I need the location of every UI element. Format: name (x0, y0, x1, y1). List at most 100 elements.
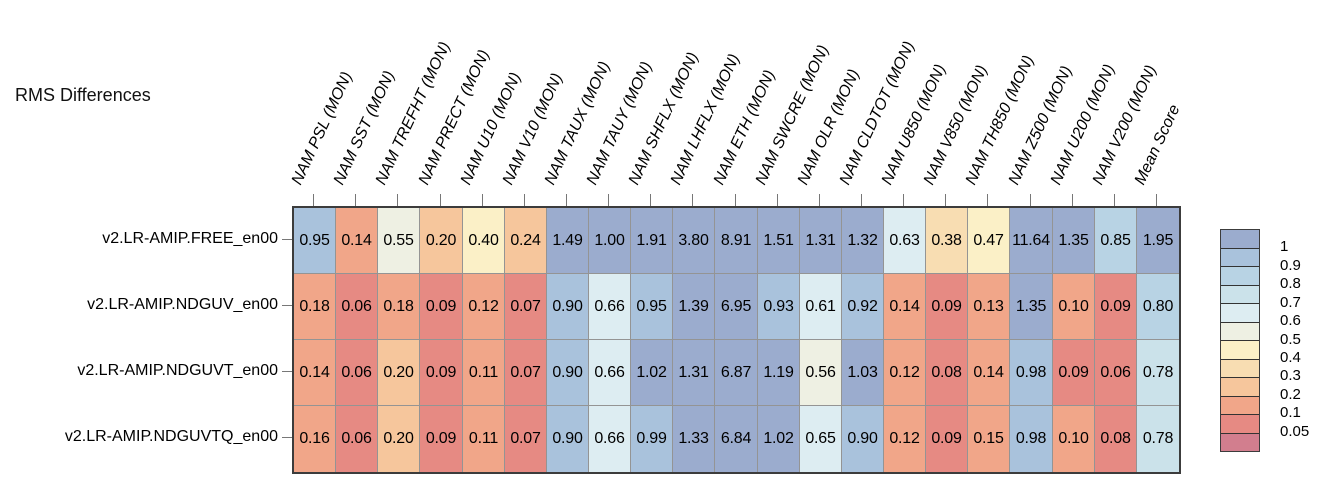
colorbar-segment (1221, 414, 1259, 433)
column-tick (1114, 194, 1115, 206)
heatmap-cell: 0.98 (1010, 340, 1053, 406)
heatmap-cell: 0.93 (758, 274, 800, 340)
column-tick (524, 194, 525, 206)
heatmap-cell: 0.07 (505, 274, 547, 340)
heatmap-cell: 0.09 (1053, 340, 1095, 406)
heatmap-cell: 0.08 (1095, 406, 1137, 472)
heatmap-cell: 0.07 (505, 406, 547, 472)
heatmap-cell: 6.95 (715, 274, 758, 340)
heatmap-cell: 0.09 (420, 406, 463, 472)
column-tick (1072, 194, 1073, 206)
heatmap-cell: 1.33 (673, 406, 715, 472)
heatmap-cell: 0.14 (968, 340, 1010, 406)
colorbar-segment (1221, 321, 1259, 340)
column-tick (482, 194, 483, 206)
heatmap-cell: 0.85 (1095, 208, 1137, 274)
heatmap-cell: 0.11 (463, 340, 505, 406)
column-tick (735, 194, 736, 206)
colorbar-tick-label: 0.3 (1280, 367, 1301, 384)
heatmap-cell: 1.02 (758, 406, 800, 472)
colorbar-tick-label: 0.1 (1280, 404, 1301, 421)
heatmap-cell: 1.91 (631, 208, 673, 274)
heatmap-cell: 0.18 (378, 274, 420, 340)
row-tick (282, 437, 292, 438)
colorbar-tick-label: 0.7 (1280, 294, 1301, 311)
column-tick (1156, 194, 1157, 206)
heatmap-cell: 8.91 (715, 208, 758, 274)
colorbar-segment (1221, 395, 1259, 414)
heatmap-cell: 6.84 (715, 406, 758, 472)
colorbar-segment (1221, 377, 1259, 396)
heatmap-cell: 0.95 (631, 274, 673, 340)
colorbar-tick-label: 1 (1280, 238, 1289, 255)
colorbar-segment (1221, 358, 1259, 377)
column-tick (397, 194, 398, 206)
heatmap-cell: 0.20 (420, 208, 463, 274)
colorbar-tick-label: 0.6 (1280, 312, 1301, 329)
colorbar-tick-label: 0.8 (1280, 275, 1301, 292)
heatmap-cell: 0.10 (1053, 274, 1095, 340)
heatmap-cell: 1.00 (589, 208, 631, 274)
column-tick (1030, 194, 1031, 206)
heatmap-cell: 0.40 (463, 208, 505, 274)
heatmap-cell: 0.09 (420, 340, 463, 406)
heatmap-grid: 0.95 0.14 0.55 0.20 0.40 0.24 1.49 1.00 1.91 3.80… (292, 206, 1181, 474)
heatmap-cell: 0.24 (505, 208, 547, 274)
heatmap-cell: 0.14 (884, 274, 926, 340)
heatmap-cell: 0.20 (378, 340, 420, 406)
heatmap-cell: 0.06 (1095, 340, 1137, 406)
heatmap-cell: 0.16 (294, 406, 336, 472)
heatmap-cell: 0.98 (1010, 406, 1053, 472)
column-tick (566, 194, 567, 206)
heatmap-cell: 0.09 (926, 406, 968, 472)
colorbar-tick-label: 0.05 (1280, 423, 1310, 440)
heatmap-cell: 3.80 (673, 208, 715, 274)
heatmap-cell: 0.12 (463, 274, 505, 340)
row-tick (282, 239, 292, 240)
heatmap-cell: 1.03 (842, 340, 884, 406)
column-tick (355, 194, 356, 206)
heatmap-cell: 1.95 (1137, 208, 1179, 274)
heatmap-cell: 0.06 (336, 274, 378, 340)
heatmap-cell: 0.14 (336, 208, 378, 274)
heatmap-cell: 1.39 (673, 274, 715, 340)
heatmap-cell: 0.07 (505, 340, 547, 406)
heatmap-cell: 1.35 (1053, 208, 1095, 274)
row-label: v2.LR-AMIP.NDGUV_en00 (87, 296, 278, 313)
heatmap-cell: 0.15 (968, 406, 1010, 472)
heatmap-cell: 0.66 (589, 274, 631, 340)
heatmap-cell: 0.95 (294, 208, 336, 274)
heatmap-cell: 0.11 (463, 406, 505, 472)
heatmap-cell: 0.09 (420, 274, 463, 340)
colorbar-segment (1221, 266, 1259, 285)
heatmap-cell: 6.87 (715, 340, 758, 406)
heatmap-cell: 0.56 (800, 340, 842, 406)
row-tick (282, 305, 292, 306)
heatmap-cell: 0.38 (926, 208, 968, 274)
column-tick (819, 194, 820, 206)
colorbar-segment (1221, 432, 1259, 451)
col-label: NAM CLDTOT (MON) (836, 38, 919, 188)
heatmap-cell: 11.64 (1010, 208, 1053, 274)
heatmap-cell: 1.02 (631, 340, 673, 406)
heatmap-cell: 0.18 (294, 274, 336, 340)
heatmap-cell: 1.49 (547, 208, 589, 274)
column-tick (440, 194, 441, 206)
heatmap-cell: 0.14 (294, 340, 336, 406)
row-tick (282, 371, 292, 372)
heatmap-cell: 0.12 (884, 406, 926, 472)
heatmap-cell: 0.20 (378, 406, 420, 472)
column-tick (903, 194, 904, 206)
heatmap-cell: 1.31 (800, 208, 842, 274)
heatmap-cell: 0.10 (1053, 406, 1095, 472)
column-tick (608, 194, 609, 206)
column-tick (650, 194, 651, 206)
column-tick (945, 194, 946, 206)
colorbar-segment (1221, 230, 1259, 248)
row-label: v2.LR-AMIP.FREE_en00 (102, 230, 278, 247)
heatmap-cell: 0.90 (547, 406, 589, 472)
column-tick (777, 194, 778, 206)
column-tick (861, 194, 862, 206)
heatmap-cell: 0.12 (884, 340, 926, 406)
heatmap-cell: 0.13 (968, 274, 1010, 340)
